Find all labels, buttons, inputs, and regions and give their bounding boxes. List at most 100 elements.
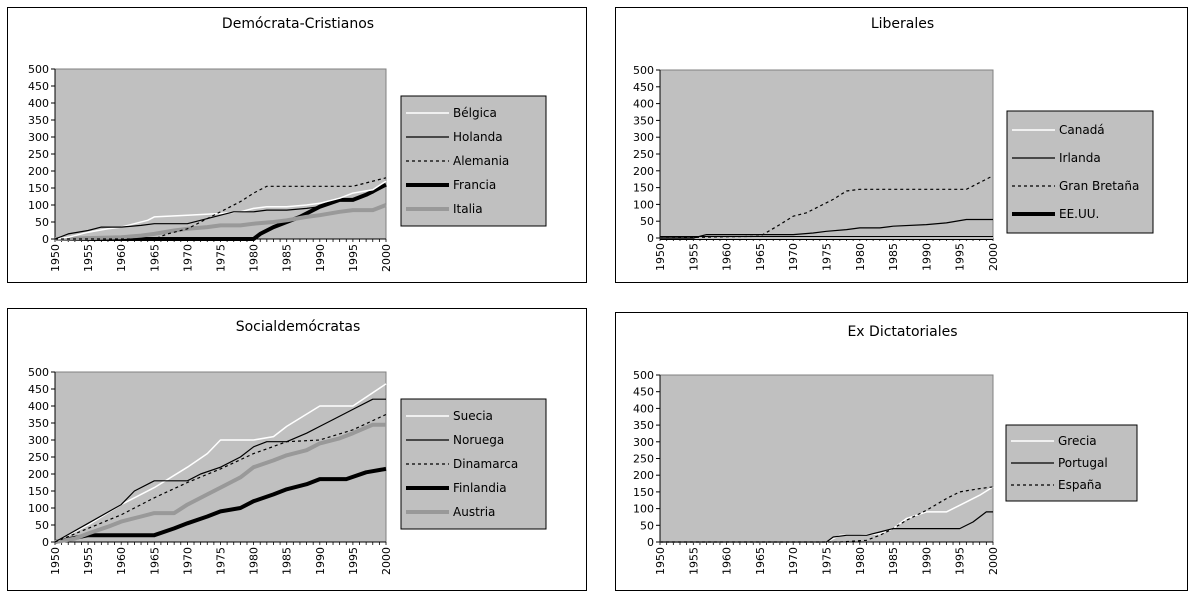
x-tick-label: 1960: [115, 244, 128, 272]
series-line-dinamarca: [54, 413, 387, 543]
chart-title: Ex Dictatoriales: [847, 324, 957, 340]
y-tick-label: 100: [633, 198, 654, 211]
x-tick-label: 1975: [821, 547, 834, 575]
chart-panel-democrata-cristianos: Demócrata-Cristianos 0 50 100 150 200 250 300 35…: [7, 7, 587, 283]
series-line-italia: [54, 203, 387, 241]
legend-label-suecia: Suecia: [453, 409, 493, 423]
x-tick-label: 1980: [248, 547, 261, 575]
x-tick-label: 1955: [687, 243, 700, 271]
y-tick-label: 150: [28, 485, 49, 498]
x-tick-label: 2000: [380, 547, 393, 575]
legend-label-irlanda: Irlanda: [1059, 151, 1101, 165]
x-tick-label: 1985: [281, 244, 294, 272]
x-tick-label: 1990: [920, 547, 933, 575]
chart-title: Liberales: [871, 16, 934, 32]
x-tick-label: 1960: [721, 243, 734, 271]
x-tick-label: 1990: [920, 243, 933, 271]
y-tick-label: 0: [647, 232, 654, 245]
x-tick-label: 1965: [148, 547, 161, 575]
y-tick-label: 300: [633, 131, 654, 144]
x-tick-label: 1980: [854, 243, 867, 271]
y-tick-label: 150: [633, 182, 654, 195]
y-tick-label: 100: [28, 199, 49, 212]
x-tick-label: 1995: [347, 244, 360, 272]
x-tick-label: 1965: [754, 547, 767, 575]
x-tick-label: 1970: [181, 547, 194, 575]
legend-label-alemania: Alemania: [453, 154, 509, 168]
series-line-noruega: [54, 398, 386, 543]
x-tick-label: 1960: [115, 547, 128, 575]
x-tick-label: 1955: [687, 547, 700, 575]
chart-ex-dictatoriales: Ex Dictatoriales 0 50 100 150 200 250 300 350 400…: [633, 324, 1138, 575]
y-tick-label: 450: [28, 80, 49, 93]
y-tick-label: 500: [28, 366, 49, 379]
series-line-irlanda: [660, 218, 993, 239]
y-tick-label: 250: [28, 148, 49, 161]
series-line-austria: [54, 422, 386, 544]
legend-label-dinamarca: Dinamarca: [453, 457, 518, 471]
x-tick-label: 2000: [987, 243, 1000, 271]
legend-label-grecia: Grecia: [1058, 434, 1097, 448]
y-tick-label: 400: [28, 400, 49, 413]
chart-socialdemocratas: Socialdemócratas 0 50 100 150 200 250 300 350 400…: [28, 319, 547, 575]
x-tick-label: 1980: [248, 244, 261, 272]
legend-label-austria: Austria: [453, 505, 495, 519]
y-tick-label: 450: [633, 386, 654, 399]
x-tick-label: 2000: [987, 547, 1000, 575]
x-tick-label: 1995: [347, 547, 360, 575]
y-tick-label: 300: [28, 131, 49, 144]
x-tick-label: 1985: [887, 547, 900, 575]
y-tick-label: 0: [647, 536, 654, 549]
y-tick-label: 300: [633, 436, 654, 449]
plot-area: [659, 374, 994, 543]
legend-label-espana: España: [1058, 478, 1102, 492]
chart-liberales: Liberales 0 50 100 150 200 250 300 350 400 450 500 1…: [633, 16, 1154, 271]
x-tick-label: 1950: [654, 547, 667, 575]
y-tick-label: 100: [633, 503, 654, 516]
y-tick-label: 500: [633, 369, 654, 382]
y-tick-label: 500: [28, 63, 49, 76]
series-line-portugal: [660, 511, 993, 543]
y-tick-label: 150: [633, 486, 654, 499]
y-tick-label: 0: [42, 536, 49, 549]
series-line-suecia: [54, 383, 387, 543]
legend-label-finlandia: Finlandia: [453, 481, 507, 495]
x-tick-label: 1965: [754, 243, 767, 271]
x-tick-label: 1965: [148, 244, 161, 272]
legend-label-noruega: Noruega: [453, 433, 504, 447]
y-tick-label: 400: [633, 98, 654, 111]
series-line-espana: [660, 486, 994, 543]
legend-label-ee-uu: EE.UU.: [1059, 207, 1099, 221]
y-tick-label: 300: [28, 434, 49, 447]
chart-panel-ex-dictatoriales: Ex Dictatoriales 0 50 100 150 200 250 300 350 400…: [615, 312, 1188, 591]
plot-area: [659, 69, 994, 239]
legend-label-portugal: Portugal: [1058, 456, 1108, 470]
y-tick-label: 200: [633, 165, 654, 178]
x-tick-label: 1990: [314, 244, 327, 272]
x-tick-label: 1990: [314, 547, 327, 575]
y-tick-label: 0: [42, 233, 49, 246]
x-tick-label: 1980: [854, 547, 867, 575]
y-tick-label: 50: [35, 519, 49, 532]
x-tick-label: 1950: [654, 243, 667, 271]
x-tick-label: 1985: [281, 547, 294, 575]
y-tick-label: 50: [640, 519, 654, 532]
y-tick-label: 100: [28, 502, 49, 515]
y-tick-label: 350: [28, 114, 49, 127]
legend-label-belgica: Bélgica: [453, 106, 497, 120]
x-tick-label: 1975: [215, 244, 228, 272]
legend-label-holanda: Holanda: [453, 130, 503, 144]
y-tick-label: 250: [633, 453, 654, 466]
y-tick-label: 350: [28, 417, 49, 430]
plot-area: [54, 68, 387, 240]
series-line-gran-bretana: [659, 175, 994, 239]
y-tick-label: 350: [633, 114, 654, 127]
chart-title: Demócrata-Cristianos: [222, 16, 374, 32]
x-tick-label: 1960: [721, 547, 734, 575]
y-tick-label: 350: [633, 419, 654, 432]
y-tick-label: 500: [633, 64, 654, 77]
y-tick-label: 250: [28, 451, 49, 464]
legend-label-francia: Francia: [453, 178, 496, 192]
x-tick-label: 1950: [49, 244, 62, 272]
x-tick-label: 1950: [49, 547, 62, 575]
